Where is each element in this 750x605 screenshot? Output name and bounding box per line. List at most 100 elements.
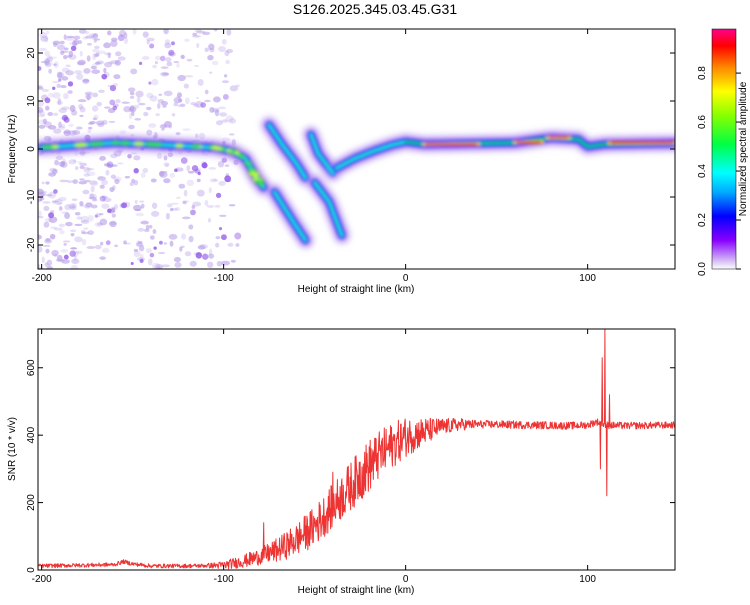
noise-blob	[195, 133, 199, 139]
noise-blob	[194, 64, 200, 68]
noise-blob	[204, 99, 211, 103]
noise-blob	[196, 178, 201, 183]
noise-blob	[163, 162, 170, 167]
noise-blob	[208, 166, 217, 170]
noise-blob	[63, 92, 69, 100]
noise-blob	[57, 98, 62, 105]
noise-blob	[74, 223, 83, 227]
noise-blob	[76, 216, 83, 220]
noise-blob	[181, 233, 187, 240]
noise-blob	[184, 75, 194, 78]
noise-blob	[73, 35, 81, 40]
noise-speck	[234, 232, 242, 240]
noise-blob	[130, 68, 138, 75]
colorbar-gradient	[711, 28, 737, 270]
noise-blob	[223, 74, 228, 78]
noise-blob	[65, 221, 73, 227]
noise-blob	[134, 118, 142, 121]
noise-speck	[58, 78, 62, 82]
noise-blob	[113, 176, 122, 182]
noise-blob	[124, 175, 130, 179]
y-tick-label: 20	[26, 47, 37, 59]
noise-blob	[92, 48, 100, 53]
noise-blob	[169, 240, 174, 247]
noise-blob	[186, 58, 193, 62]
noise-blob	[213, 96, 221, 103]
noise-blob	[60, 85, 67, 89]
noise-speck	[101, 73, 108, 80]
noise-blob	[119, 29, 126, 37]
noise-blob	[164, 39, 171, 45]
noise-blob	[187, 170, 195, 174]
noise-blob	[45, 237, 51, 242]
noise-blob	[49, 226, 58, 230]
noise-blob	[204, 89, 209, 95]
noise-blob	[44, 50, 51, 57]
noise-blob	[70, 232, 75, 237]
noise-blob	[123, 240, 127, 245]
noise-blob	[107, 52, 111, 59]
noise-blob	[222, 118, 228, 122]
noise-blob	[84, 91, 93, 96]
noise-blob	[221, 80, 230, 84]
noise-speck	[63, 254, 69, 260]
y-tick-label: -10	[26, 189, 37, 204]
noise-blob	[92, 92, 99, 98]
noise-blob	[216, 260, 223, 267]
noise-blob	[209, 178, 219, 183]
noise-speck	[109, 99, 116, 106]
noise-blob	[44, 62, 52, 68]
noise-blob	[80, 219, 90, 224]
spectrogram-x-label: Height of straight line (km)	[298, 284, 415, 295]
noise-blob	[114, 178, 120, 185]
noise-blob	[174, 262, 182, 268]
noise-speck	[220, 234, 227, 241]
y-tick-label: 10	[26, 95, 37, 107]
noise-blob	[214, 204, 221, 208]
noise-blob	[159, 170, 165, 177]
noise-blob	[103, 106, 111, 109]
noise-blob	[151, 78, 159, 86]
noise-blob	[79, 50, 83, 57]
noise-blob	[195, 96, 199, 100]
noise-blob	[66, 180, 74, 183]
branch-2-core-cyan	[272, 190, 308, 242]
noise-blob	[211, 60, 219, 66]
noise-blob	[117, 162, 124, 165]
noise-blob	[171, 113, 176, 117]
noise-blob	[163, 178, 171, 184]
noise-speck	[138, 61, 143, 65]
noise-blob	[99, 218, 108, 226]
noise-blob	[197, 79, 204, 86]
noise-blob	[159, 124, 167, 129]
noise-blob	[66, 35, 75, 39]
noise-blob	[77, 161, 83, 164]
noise-blob	[79, 165, 85, 169]
noise-blob	[79, 114, 84, 117]
noise-blob	[45, 248, 50, 254]
noise-blob	[230, 259, 236, 263]
noise-blob	[47, 111, 54, 117]
noise-blob	[208, 253, 215, 259]
noise-blob	[154, 55, 161, 61]
noise-blob	[87, 230, 94, 236]
noise-blob	[225, 115, 234, 122]
noise-blob	[96, 222, 103, 226]
noise-blob	[175, 207, 181, 211]
noise-blob	[83, 227, 89, 230]
noise-blob	[79, 201, 84, 206]
noise-speck	[224, 175, 232, 183]
noise-blob	[123, 242, 132, 245]
noise-blob	[133, 155, 141, 161]
noise-blob	[65, 70, 74, 76]
noise-blob	[173, 102, 179, 107]
noise-blob	[52, 92, 61, 99]
noise-speck	[200, 102, 207, 108]
noise-blob	[90, 204, 98, 209]
noise-speck	[70, 45, 77, 52]
noise-blob	[47, 125, 57, 130]
noise-blob	[68, 50, 74, 58]
noise-blob	[218, 214, 227, 217]
noise-blob	[97, 50, 106, 55]
